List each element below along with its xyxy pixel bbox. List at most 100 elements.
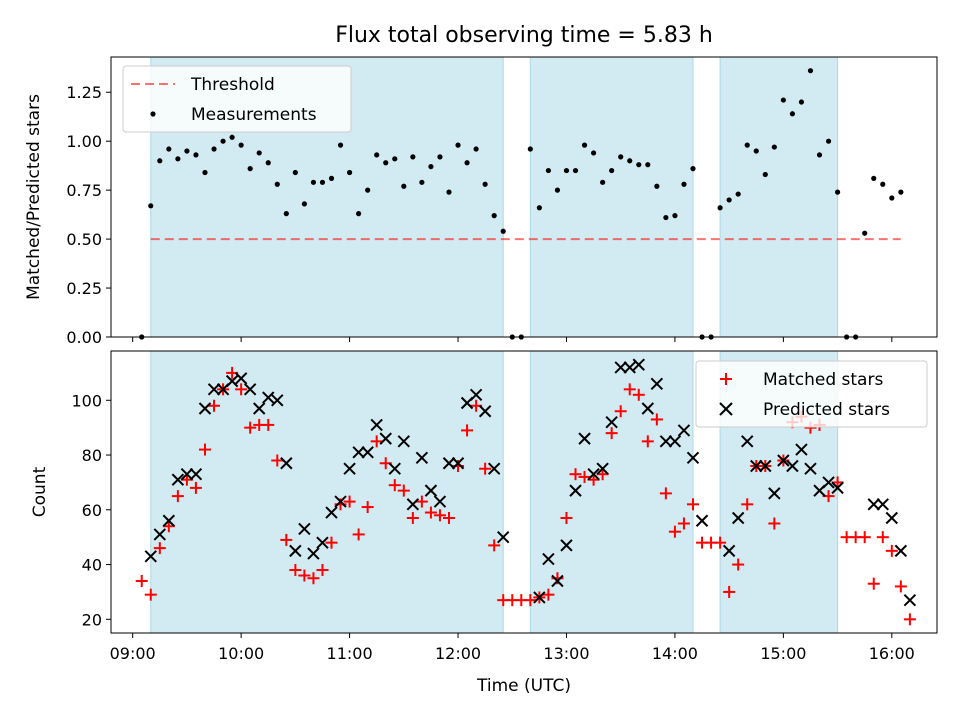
measurement-point: [636, 162, 642, 168]
measurement-point: [410, 154, 416, 160]
matched-star-point: [415, 495, 428, 508]
predicted-star-point: [750, 459, 763, 473]
matched-star-point: [189, 481, 202, 494]
chart-title: Flux total observing time = 5.83 h: [335, 23, 713, 48]
predicted-star-point: [451, 457, 465, 470]
x-tick-label: 13:00: [543, 644, 589, 663]
measurement-point: [554, 187, 561, 193]
predicted-star-point: [442, 457, 456, 470]
matched-star-point: [289, 564, 302, 577]
matched-star-point: [198, 443, 211, 456]
measurement-point: [482, 181, 488, 187]
measurement-point: [889, 195, 895, 201]
predicted-star-point: [786, 459, 799, 473]
measurement-point: [229, 134, 235, 140]
matched-star-point: [262, 418, 275, 431]
matched-star-point: [632, 388, 645, 401]
matched-star-point: [605, 427, 618, 440]
upper-y-tick-label: 0.75: [66, 181, 102, 200]
measurement-point: [663, 214, 669, 221]
predicted-star-point: [623, 361, 636, 374]
measurement-point: [247, 166, 253, 172]
predicted-star-point: [741, 435, 754, 448]
lower-legend: Matched stars Predicted stars: [695, 360, 928, 428]
measurement-point: [825, 138, 832, 144]
predicted-star-point: [632, 358, 645, 371]
measurement-point: [771, 144, 777, 150]
matched-star-point: [144, 588, 157, 601]
x-tick-label: 15:00: [760, 644, 806, 663]
lower-y-tick-label: 40: [82, 556, 102, 575]
measurement-point: [618, 154, 624, 160]
predicted-star-point: [894, 544, 908, 558]
predicted-star-point: [668, 435, 682, 448]
lower-y-tick-label: 100: [71, 391, 102, 410]
matched-star-point: [135, 574, 148, 587]
predicted-star-point: [307, 547, 320, 560]
measurement-point: [274, 181, 280, 187]
predicted-star-point: [234, 372, 248, 385]
predicted-star-point: [686, 451, 700, 464]
predicted-star-point: [478, 405, 492, 418]
predicted-star-point: [722, 544, 736, 558]
measurement-point: [527, 146, 533, 152]
measurement-point: [609, 167, 615, 174]
measurement-point: [590, 150, 597, 156]
predicted-star-point: [207, 383, 221, 396]
matched-star-point: [623, 383, 636, 396]
predicted-star-point: [578, 432, 591, 445]
matched-star-point: [153, 542, 166, 555]
legend-predicted-swatch: [719, 402, 733, 416]
measurement-point: [563, 167, 570, 174]
legend-predicted-label: Predicted stars: [763, 400, 890, 420]
matched-star-point: [442, 512, 455, 525]
matched-star-point: [352, 528, 365, 541]
predicted-star-point: [542, 552, 555, 566]
predicted-star-point: [587, 467, 600, 481]
predicted-star-point: [822, 476, 835, 489]
measurement-point: [148, 203, 154, 209]
matched-star-point: [479, 462, 492, 475]
predicted-star-point: [253, 402, 266, 415]
upper-legend-box: [122, 65, 352, 133]
measurement-point: [627, 158, 633, 164]
predicted-star-point: [334, 495, 347, 508]
upper-y-tick-label: 0.00: [66, 328, 102, 347]
predicted-star-point: [831, 481, 844, 495]
predicted-star-point: [605, 415, 618, 429]
matched-star-point: [298, 569, 311, 582]
measurement-point: [672, 213, 678, 219]
lower-observing-period-2: [529, 350, 694, 634]
measurement-point: [328, 175, 335, 181]
legend-threshold-label: Threshold: [190, 75, 275, 95]
predicted-star-point: [641, 402, 655, 415]
lower-plot-frame: [110, 350, 938, 634]
measurement-point: [654, 183, 660, 189]
measurement-point: [292, 169, 298, 176]
matched-star-point: [614, 405, 627, 418]
x-tick-label: 09:00: [110, 644, 156, 663]
predicted-star-point: [225, 374, 239, 388]
predicted-star-point: [551, 574, 564, 588]
matched-star-point: [641, 435, 654, 448]
predicted-star-point: [171, 473, 185, 486]
predicted-star-point: [677, 424, 691, 437]
matched-star-point: [741, 498, 754, 511]
predicted-star-point: [343, 462, 356, 475]
predicted-star-point: [243, 383, 257, 396]
predicted-star-point: [144, 550, 157, 563]
matched-star-point: [488, 539, 501, 552]
matched-star-point: [587, 473, 600, 486]
measurement-point: [437, 154, 443, 160]
measurement-point: [238, 142, 244, 148]
measurement-point: [464, 160, 470, 166]
predicted-star-point: [695, 514, 709, 527]
upper-observing-period-3: [719, 56, 839, 338]
matched-star-point: [361, 501, 374, 514]
matched-star-point: [876, 531, 889, 544]
measurement-point: [383, 160, 389, 166]
measurement-point: [283, 211, 289, 217]
measurement-point: [455, 142, 461, 148]
measurement-point: [346, 169, 353, 176]
measurement-point: [581, 142, 588, 148]
